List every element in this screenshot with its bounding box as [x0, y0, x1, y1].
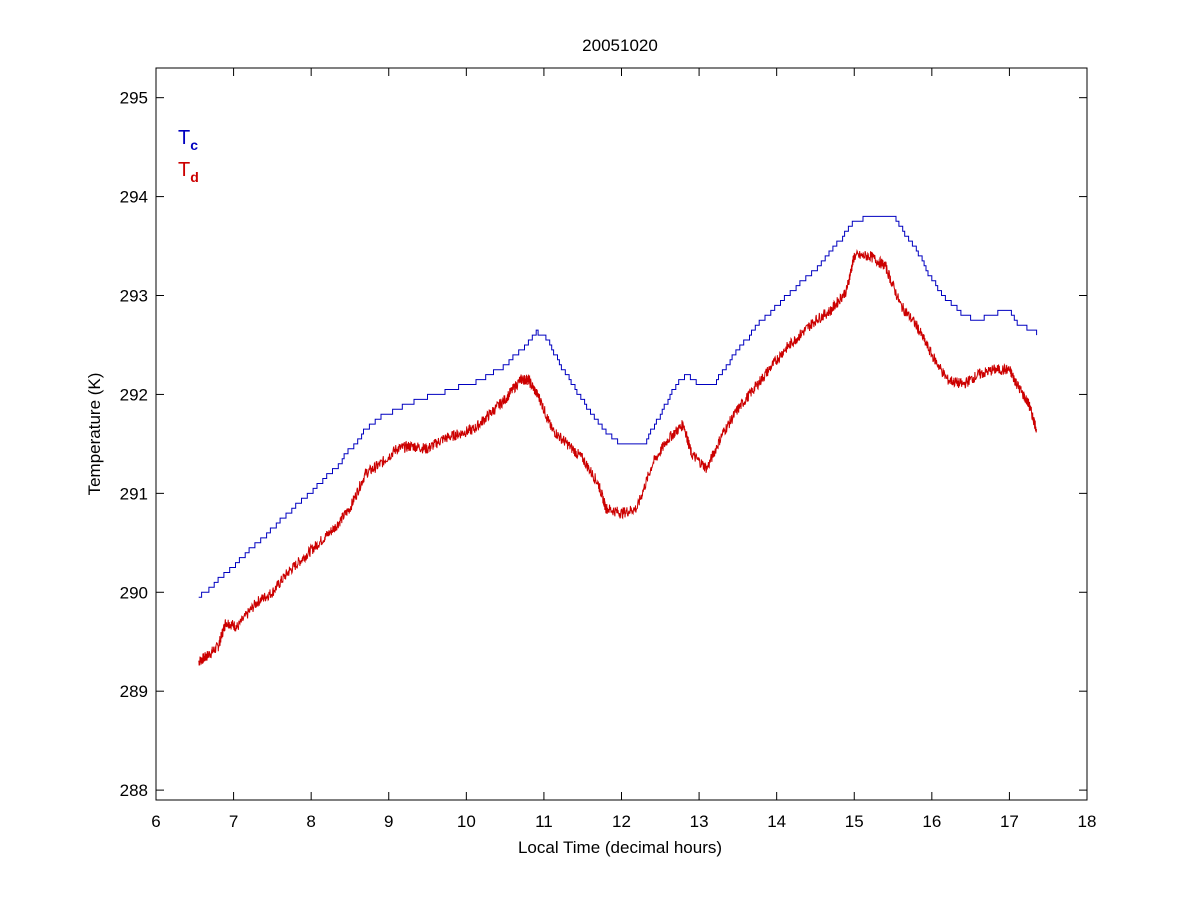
x-tick-label: 14 — [767, 812, 786, 831]
legend-entry-Td: Td — [178, 159, 199, 185]
x-tick-label: 8 — [306, 812, 315, 831]
y-tick-label: 289 — [120, 682, 148, 701]
x-tick-label: 9 — [384, 812, 393, 831]
y-tick-label: 295 — [120, 89, 148, 108]
series-line-Td — [198, 249, 1038, 666]
x-tick-label: 10 — [457, 812, 476, 831]
plot-area-frame — [155, 67, 1088, 801]
chart-title: 20051020 — [582, 36, 658, 55]
x-tick-label: 11 — [535, 812, 553, 831]
legend: Tc Td — [178, 127, 199, 185]
x-tick-label: 6 — [151, 812, 160, 831]
x-tick-label: 17 — [1000, 812, 1019, 831]
y-tick-label: 294 — [120, 188, 148, 207]
y-axis: 288 289 290 291 292 293 294 295 — [120, 89, 1087, 800]
x-tick-label: 7 — [229, 812, 238, 831]
series-line-Tc — [198, 215, 1038, 598]
y-axis-label: Temperature (K) — [85, 373, 104, 496]
x-axis: 6 7 8 9 10 11 12 13 14 15 16 17 18 — [151, 68, 1096, 831]
x-tick-label: 18 — [1078, 812, 1097, 831]
x-tick-label: 13 — [690, 812, 709, 831]
y-tick-label: 292 — [120, 385, 148, 404]
x-tick-label: 12 — [612, 812, 631, 831]
legend-entry-Tc: Tc — [178, 127, 198, 153]
y-tick-label: 293 — [120, 287, 148, 306]
x-tick-label: 15 — [845, 812, 864, 831]
x-axis-label: Local Time (decimal hours) — [518, 838, 722, 857]
x-tick-label: 16 — [922, 812, 941, 831]
y-tick-label: 291 — [120, 484, 148, 503]
y-tick-label: 290 — [120, 583, 148, 602]
series-layer — [198, 215, 1038, 666]
y-tick-label: 288 — [120, 781, 148, 800]
